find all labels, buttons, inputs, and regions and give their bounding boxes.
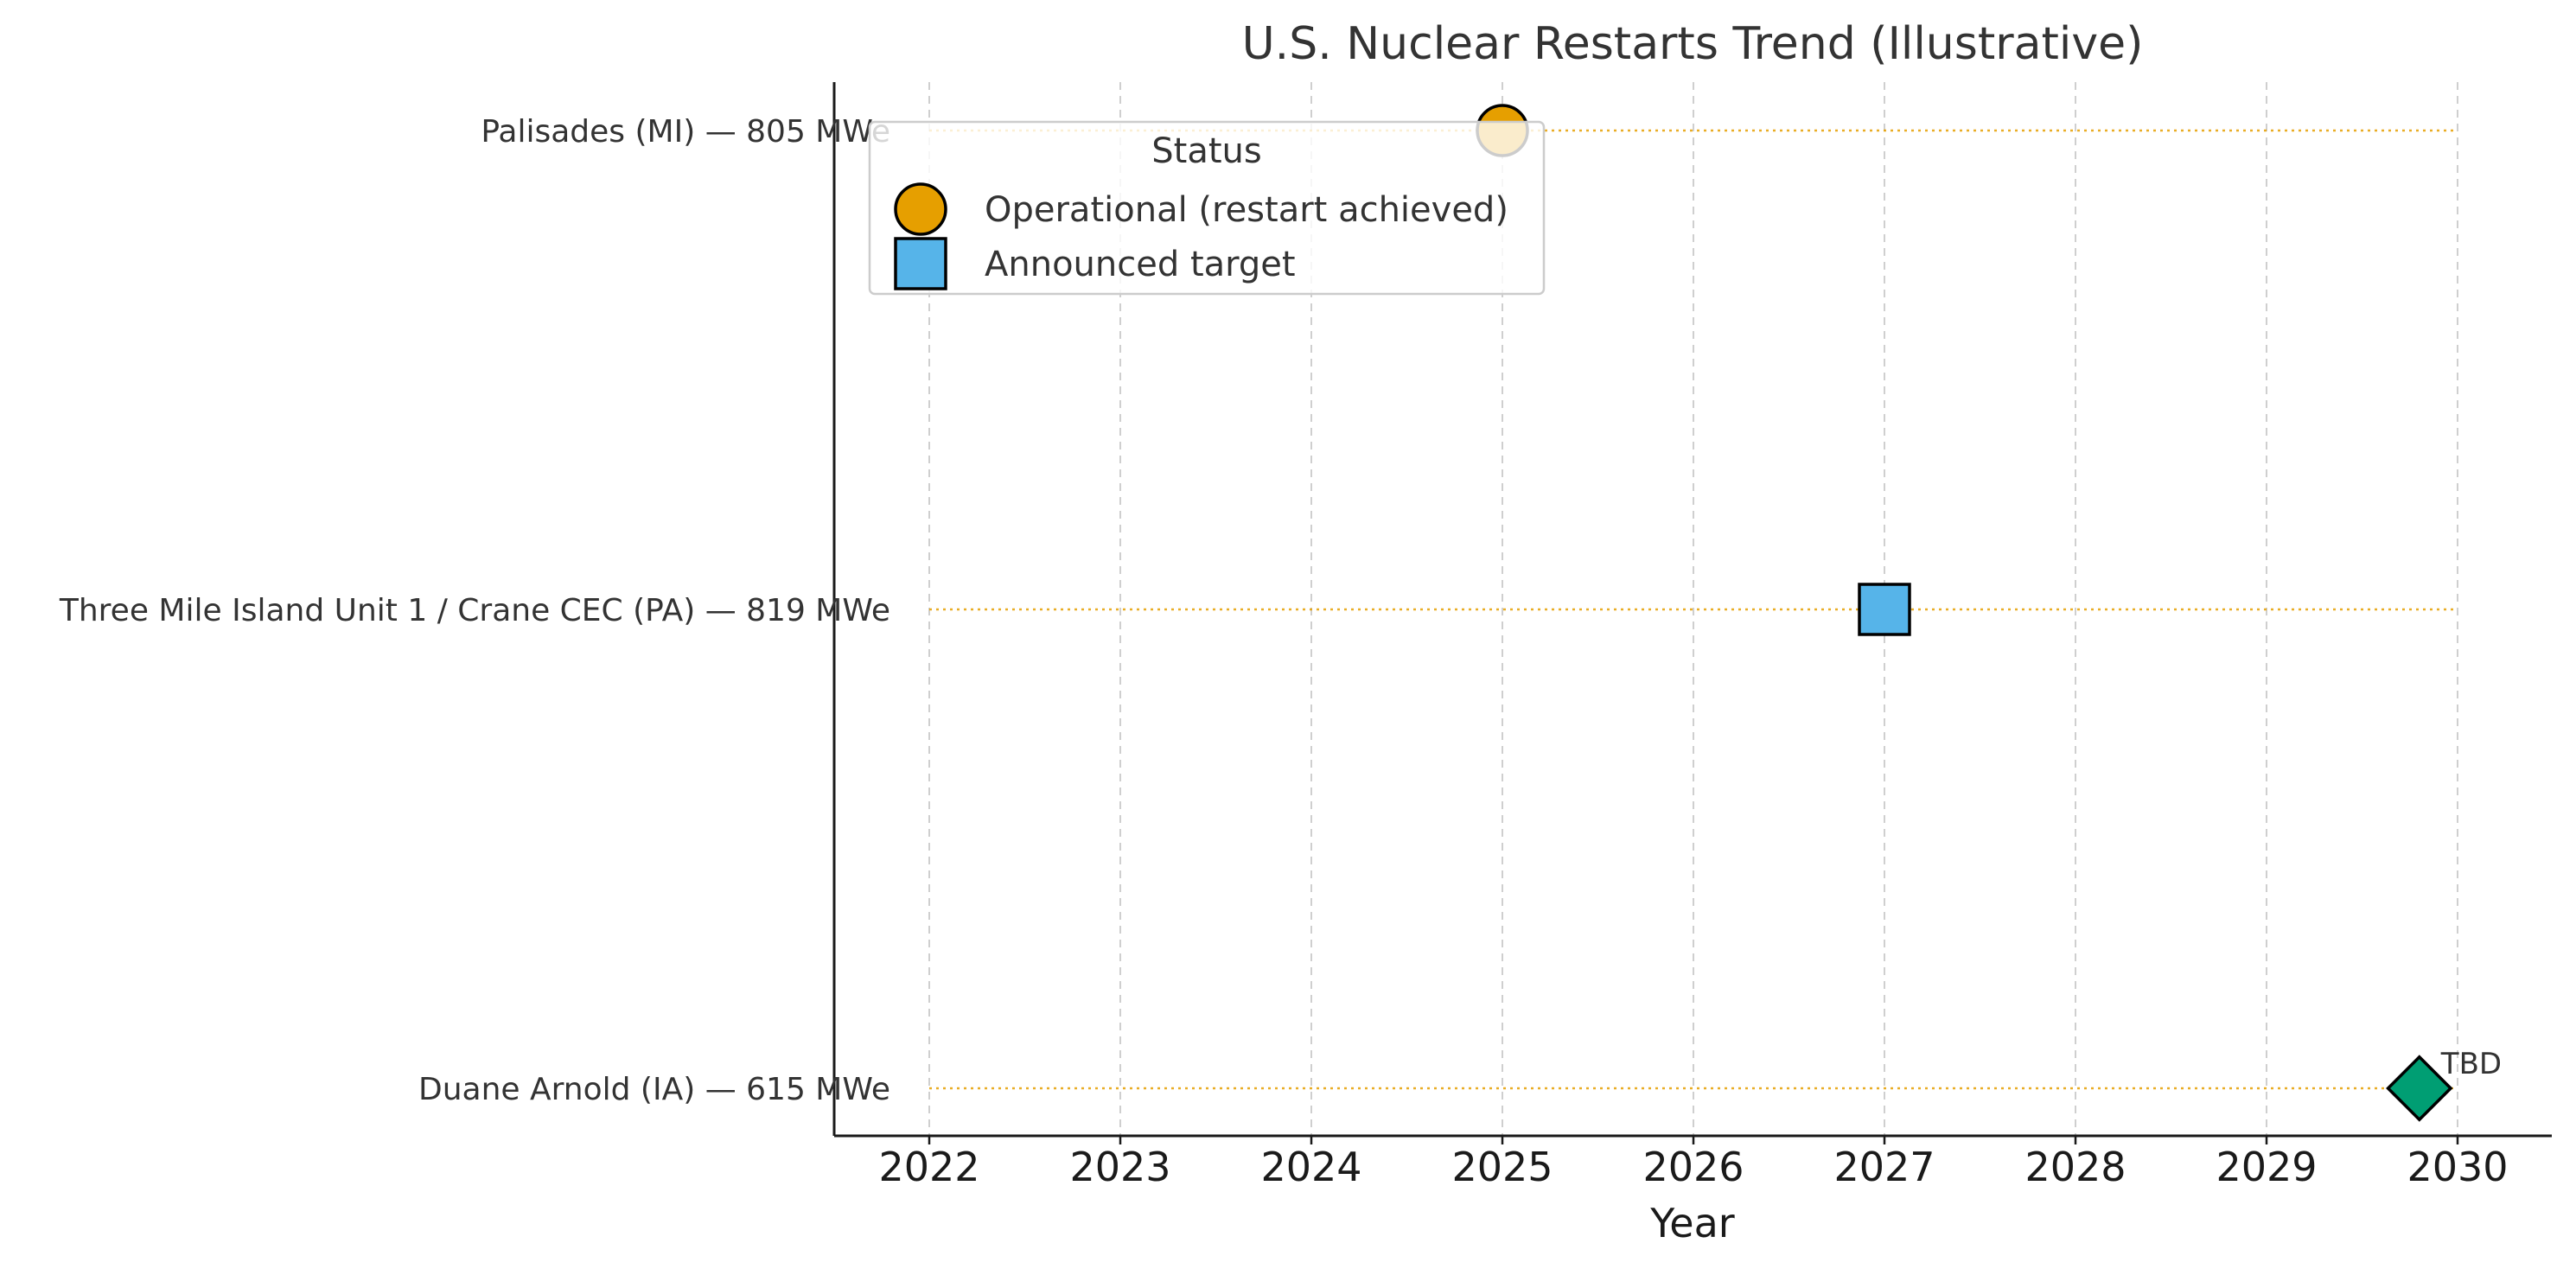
data-point-1 xyxy=(1858,583,1911,636)
x-tick-label-2024: 2024 xyxy=(1260,1144,1361,1190)
legend-entries: Operational (restart achieved) Announced … xyxy=(894,182,1508,290)
legend-label-1: Announced target xyxy=(985,245,1296,284)
x-tick-label-2022: 2022 xyxy=(878,1144,979,1190)
category-label-1: Three Mile Island Unit 1 / Crane CEC (PA… xyxy=(59,593,890,628)
x-tick-label-2027: 2027 xyxy=(1833,1144,1935,1190)
data-point-2 xyxy=(2386,1055,2453,1122)
grid-layer xyxy=(928,82,2458,1136)
x-tick-label-2028: 2028 xyxy=(2024,1144,2126,1190)
category-label-2: Duane Arnold (IA) — 615 MWe xyxy=(418,1072,890,1107)
annotation-2: TBD xyxy=(2440,1047,2502,1081)
x-tick-label-2030: 2030 xyxy=(2407,1144,2508,1190)
legend-title: Status xyxy=(1151,131,1261,171)
category-labels: Palisades (MI) — 805 MWe Three Mile Islan… xyxy=(59,114,890,1107)
x-ticks: 2022 2023 2024 2025 2026 2027 2028 2029 2030 xyxy=(878,1136,2509,1190)
legend: Status Operational (restart achieved) Ann… xyxy=(868,120,1546,296)
x-tick-label-2026: 2026 xyxy=(1642,1144,1744,1190)
guide-lines xyxy=(929,129,2458,1090)
x-tick-label-2029: 2029 xyxy=(2216,1144,2317,1190)
x-axis-label: Year xyxy=(1649,1200,1734,1246)
legend-marker-0 xyxy=(894,182,947,236)
legend-marker-1 xyxy=(894,237,947,290)
category-label-0: Palisades (MI) — 805 MWe xyxy=(481,114,890,150)
chart-title: U.S. Nuclear Restarts Trend (Illustrativ… xyxy=(1242,18,2144,70)
x-tick-label-2023: 2023 xyxy=(1069,1144,1170,1190)
legend-label-0: Operational (restart achieved) xyxy=(985,190,1508,230)
legend-box xyxy=(868,120,1546,296)
x-tick-label-2025: 2025 xyxy=(1451,1144,1553,1190)
data-markers: TBD xyxy=(1476,104,2502,1122)
